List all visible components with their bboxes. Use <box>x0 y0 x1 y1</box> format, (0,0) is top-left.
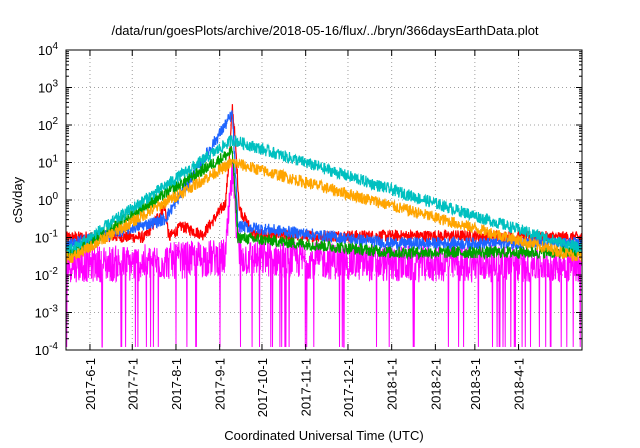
x-tick-label: 2018-3-1 <box>468 358 483 410</box>
x-tick-label: 2017-11-1 <box>299 358 314 416</box>
y-tick-label: 10-2 <box>35 266 59 283</box>
x-tick-label: 2018-1-1 <box>385 358 400 410</box>
chart-title: /data/run/goesPlots/archive/2018-05-16/f… <box>111 23 538 38</box>
y-axis-label: cSv/day <box>10 176 25 223</box>
x-tick-label: 2017-6-1 <box>83 358 98 410</box>
y-tick-label: 100 <box>38 191 58 208</box>
x-tick-label: 2017-8-1 <box>169 358 184 410</box>
y-tick-label: 101 <box>38 154 58 171</box>
y-tick-label: 104 <box>38 41 58 58</box>
x-ticks: 2017-6-1 2017-7-1 2017-8-1 2017-9-1 2017-10-… <box>83 50 527 417</box>
y-tick-label: 102 <box>38 116 58 133</box>
x-tick-label: 2017-10-1 <box>255 358 270 417</box>
x-axis-label: Coordinated Universal Time (UTC) <box>224 428 423 443</box>
x-tick-label: 2017-7-1 <box>125 358 140 410</box>
y-tick-label: 10-4 <box>35 341 59 358</box>
x-tick-label: 2018-4-1 <box>512 358 527 410</box>
x-tick-label: 2017-12-1 <box>341 358 356 417</box>
y-ticks: 10-4 10-3 10-2 10-1 100 101 102 103 104 <box>35 41 582 358</box>
series-line <box>65 145 583 261</box>
series-line <box>65 157 583 264</box>
series-layer <box>65 104 583 348</box>
x-tick-label: 2017-9-1 <box>213 358 228 410</box>
series-line <box>65 110 583 251</box>
series-line <box>65 134 583 255</box>
y-tick-label: 10-3 <box>35 304 59 321</box>
y-tick-label: 10-1 <box>35 229 59 246</box>
y-tick-label: 103 <box>38 79 58 96</box>
x-tick-label: 2018-2-1 <box>428 358 443 410</box>
